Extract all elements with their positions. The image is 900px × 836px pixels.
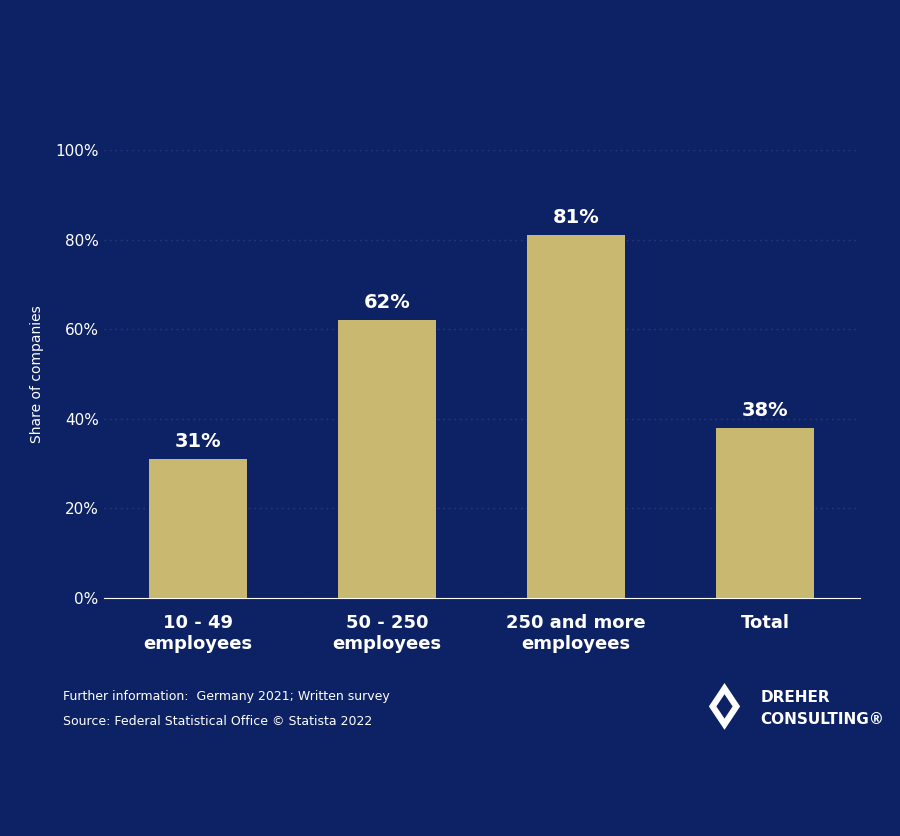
Text: 38%: 38%: [742, 400, 788, 420]
Bar: [148, 459, 248, 598]
Bar: [338, 320, 436, 598]
Text: DREHER: DREHER: [760, 690, 830, 705]
Text: 62%: 62%: [364, 293, 410, 313]
Bar: [526, 236, 626, 598]
Text: 81%: 81%: [553, 208, 599, 227]
Text: CONSULTING®: CONSULTING®: [760, 712, 885, 727]
Text: Further information:  Germany 2021; Written survey: Further information: Germany 2021; Writt…: [63, 690, 390, 703]
Y-axis label: Share of companies: Share of companies: [30, 305, 44, 443]
Bar: [716, 428, 814, 598]
Text: Source: Federal Statistical Office © Statista 2022: Source: Federal Statistical Office © Sta…: [63, 715, 373, 728]
Text: 31%: 31%: [175, 432, 221, 451]
